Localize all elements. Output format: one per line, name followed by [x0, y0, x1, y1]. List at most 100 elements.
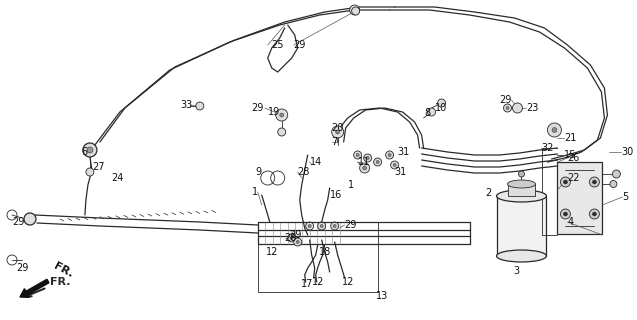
Text: 2: 2 [485, 188, 492, 198]
Text: 30: 30 [621, 147, 634, 157]
Bar [258, 222, 378, 292]
Text: 12: 12 [311, 277, 324, 287]
Circle shape [393, 164, 396, 166]
Text: 29: 29 [294, 40, 306, 50]
Circle shape [350, 5, 360, 15]
Text: 15: 15 [564, 150, 577, 160]
Circle shape [592, 212, 596, 216]
Circle shape [385, 151, 394, 159]
Circle shape [280, 113, 283, 117]
Polygon shape [557, 162, 603, 234]
Circle shape [83, 143, 97, 157]
Ellipse shape [496, 190, 547, 202]
Circle shape [288, 234, 296, 242]
Circle shape [564, 212, 568, 216]
Circle shape [320, 225, 323, 228]
Circle shape [362, 166, 367, 170]
Text: 12: 12 [266, 247, 278, 257]
Circle shape [336, 130, 340, 134]
Circle shape [564, 180, 568, 184]
Text: 27: 27 [92, 162, 104, 172]
Text: 1: 1 [348, 180, 354, 190]
Text: 7: 7 [332, 137, 338, 147]
Circle shape [390, 161, 399, 169]
Circle shape [278, 128, 286, 136]
Text: 18: 18 [318, 247, 331, 257]
Circle shape [612, 170, 620, 178]
Text: 22: 22 [568, 173, 580, 183]
Circle shape [87, 147, 93, 153]
Circle shape [296, 241, 299, 244]
Circle shape [427, 108, 436, 116]
Text: 23: 23 [527, 103, 539, 113]
Text: FR.: FR. [52, 260, 75, 279]
Circle shape [388, 154, 391, 156]
Text: 20: 20 [332, 123, 344, 133]
Text: 8: 8 [425, 108, 431, 118]
Text: 16: 16 [330, 190, 342, 200]
Circle shape [589, 209, 599, 219]
Bar [508, 184, 536, 196]
Circle shape [308, 225, 311, 228]
Circle shape [364, 154, 371, 162]
Text: 19: 19 [268, 107, 280, 117]
Circle shape [589, 177, 599, 187]
Text: 9: 9 [255, 167, 262, 177]
Circle shape [196, 102, 204, 110]
Circle shape [438, 99, 445, 107]
Text: 32: 32 [541, 143, 554, 153]
Text: 33: 33 [180, 100, 192, 110]
Text: 14: 14 [310, 157, 322, 167]
Text: 10: 10 [434, 103, 447, 113]
Text: 25: 25 [272, 40, 284, 50]
Circle shape [376, 161, 379, 164]
Circle shape [290, 236, 293, 239]
Text: 6: 6 [82, 147, 88, 157]
Circle shape [552, 127, 557, 132]
Circle shape [294, 238, 302, 246]
Circle shape [331, 222, 339, 230]
Text: 11: 11 [357, 157, 370, 167]
Circle shape [318, 222, 326, 230]
Circle shape [547, 123, 561, 137]
Text: 17: 17 [301, 279, 313, 289]
Circle shape [306, 222, 313, 230]
Text: 29: 29 [16, 263, 28, 273]
Text: 31: 31 [397, 147, 410, 157]
Circle shape [366, 156, 369, 159]
Circle shape [374, 158, 382, 166]
Circle shape [24, 213, 36, 225]
Circle shape [519, 171, 524, 177]
Text: 29: 29 [252, 103, 264, 113]
Text: 29: 29 [12, 217, 24, 227]
Circle shape [86, 168, 94, 176]
Text: 31: 31 [394, 167, 407, 177]
Circle shape [506, 107, 509, 109]
Text: 29: 29 [499, 95, 512, 105]
Circle shape [610, 180, 617, 188]
Text: 21: 21 [564, 133, 577, 143]
Circle shape [354, 151, 362, 159]
Ellipse shape [496, 250, 547, 262]
Text: 12: 12 [341, 277, 354, 287]
Text: 3: 3 [513, 266, 520, 276]
Text: 29: 29 [290, 230, 302, 240]
Text: 13: 13 [375, 291, 388, 301]
Circle shape [561, 177, 571, 187]
FancyArrow shape [20, 279, 49, 297]
Circle shape [592, 180, 596, 184]
Text: 28: 28 [297, 167, 310, 177]
Circle shape [276, 109, 288, 121]
Circle shape [513, 103, 522, 113]
Circle shape [561, 209, 571, 219]
Text: FR.: FR. [27, 277, 71, 296]
Circle shape [333, 225, 336, 228]
Circle shape [332, 126, 344, 138]
Circle shape [360, 163, 369, 173]
Text: 26: 26 [568, 153, 580, 163]
Circle shape [503, 104, 512, 112]
Text: 1: 1 [252, 187, 258, 197]
Circle shape [352, 7, 360, 15]
Bar [496, 196, 547, 256]
Text: 24: 24 [111, 173, 124, 183]
